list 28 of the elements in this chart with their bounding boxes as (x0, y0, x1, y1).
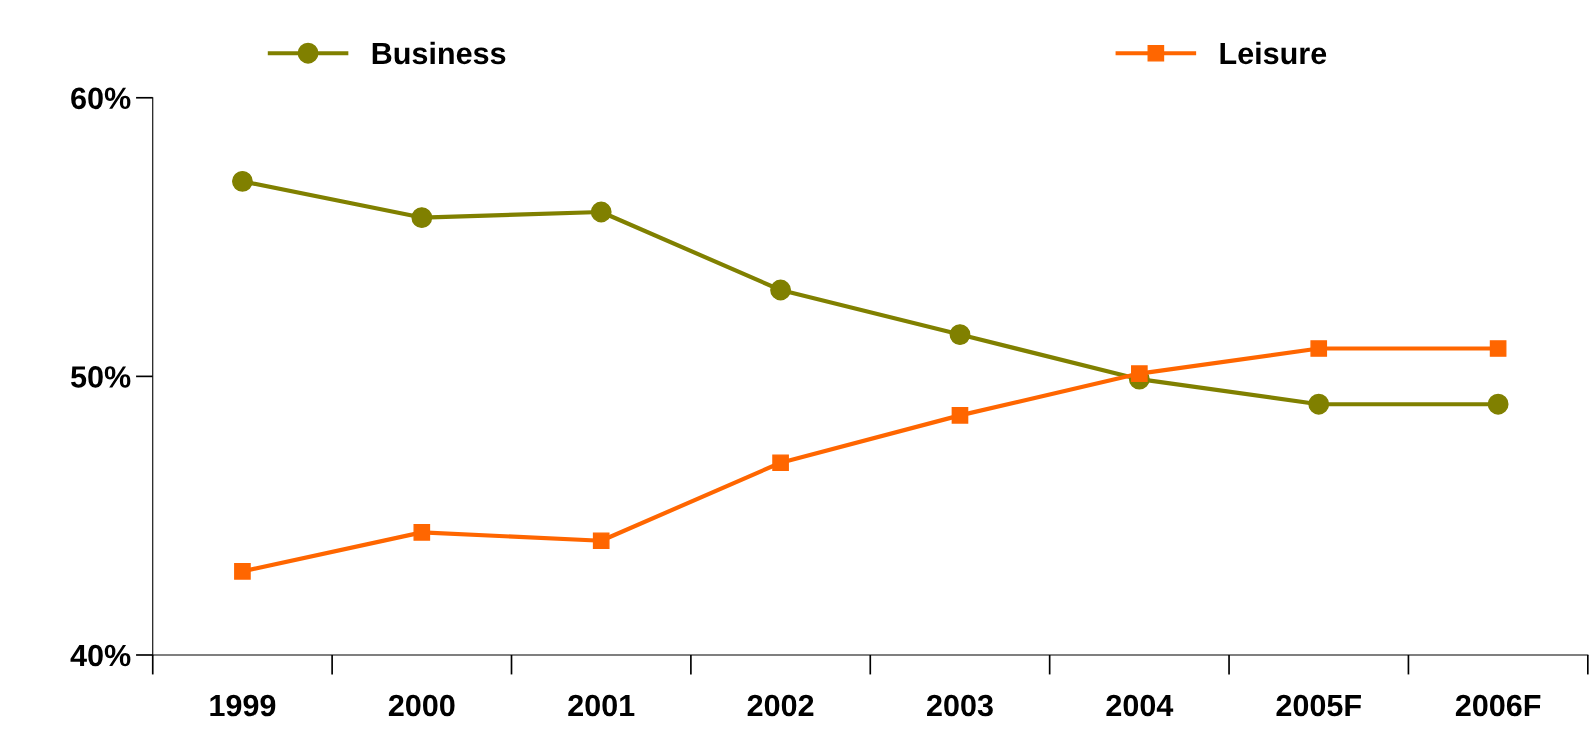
x-tick-label: 2000 (388, 694, 455, 717)
legend-label: Leisure (1220, 41, 1327, 65)
point (590, 201, 612, 223)
point (411, 207, 433, 228)
y-tick-label: 60% (71, 87, 131, 110)
point (770, 279, 792, 301)
x-tick-label: 2005F (1276, 694, 1361, 717)
point (592, 532, 610, 550)
point (951, 407, 969, 424)
x-tick-label: 2003 (927, 694, 993, 717)
y-tick-label: 50% (70, 366, 131, 388)
legend-label: Business (372, 41, 506, 65)
x-tick-label: 2006F (1455, 694, 1541, 717)
point (1487, 393, 1509, 415)
x-tick-label: 1999 (210, 694, 276, 717)
point (949, 324, 971, 346)
point (1489, 340, 1507, 357)
point (1131, 365, 1148, 382)
point (1310, 340, 1328, 357)
point (232, 170, 253, 192)
point (234, 563, 251, 580)
x-tick-label: 2001 (568, 694, 635, 717)
y-tick-label: 40% (70, 644, 131, 667)
point (1308, 393, 1330, 415)
point (413, 524, 431, 541)
point (772, 454, 789, 472)
x-tick-label: 2002 (747, 694, 814, 717)
x-tick-label: 2004 (1106, 694, 1174, 717)
